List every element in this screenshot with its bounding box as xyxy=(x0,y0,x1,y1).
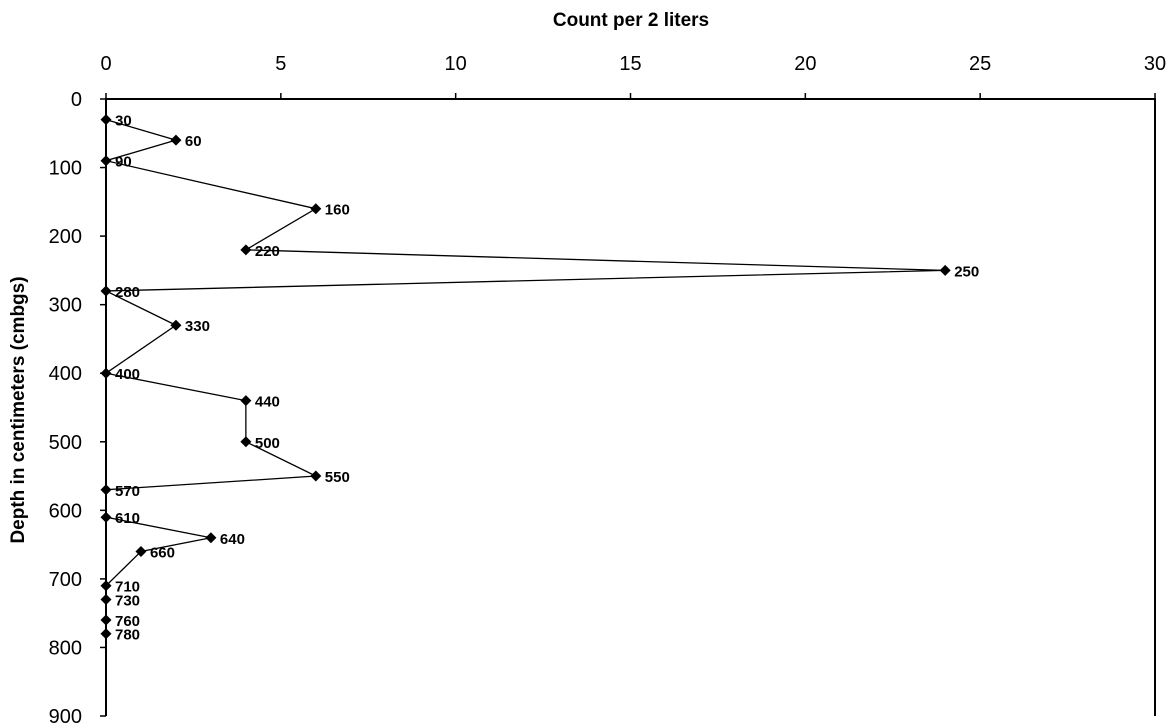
point-label-280: 280 xyxy=(115,284,140,301)
y-tick-label-900: 900 xyxy=(49,706,82,723)
point-marker-60 xyxy=(170,134,182,146)
x-tick-label-10: 10 xyxy=(445,53,467,75)
point-marker-780 xyxy=(100,628,112,640)
point-label-60: 60 xyxy=(185,133,202,150)
point-label-730: 730 xyxy=(115,592,140,609)
point-marker-280 xyxy=(100,285,112,297)
point-label-760: 760 xyxy=(115,613,140,630)
x-axis: 0 5 10 15 20 25 30 xyxy=(100,53,1166,99)
point-marker-160 xyxy=(310,203,322,215)
y-tick-label-500: 500 xyxy=(49,432,82,454)
point-label-660: 660 xyxy=(150,544,175,561)
point-label-500: 500 xyxy=(255,435,280,452)
y-tick-label-300: 300 xyxy=(49,295,82,317)
point-label-400: 400 xyxy=(115,366,140,383)
y-tick-label-700: 700 xyxy=(49,569,82,591)
point-label-640: 640 xyxy=(220,531,245,548)
point-marker-660 xyxy=(135,545,147,557)
point-marker-30 xyxy=(100,114,112,126)
point-marker-730 xyxy=(100,593,112,605)
x-tick-label-25: 25 xyxy=(969,53,991,75)
point-marker-500 xyxy=(240,436,252,448)
point-label-90: 90 xyxy=(115,154,132,171)
point-marker-570 xyxy=(100,484,112,496)
x-tick-label-20: 20 xyxy=(794,53,816,75)
point-label-550: 550 xyxy=(325,469,350,486)
point-marker-220 xyxy=(240,244,252,256)
point-marker-250 xyxy=(939,264,951,276)
y-tick-label-800: 800 xyxy=(49,637,82,659)
x-tick-label-15: 15 xyxy=(619,53,641,75)
point-marker-330 xyxy=(170,319,182,331)
y-tick-label-100: 100 xyxy=(49,158,82,180)
point-marker-610 xyxy=(100,511,112,523)
x-tick-label-30: 30 xyxy=(1144,53,1166,75)
point-label-330: 330 xyxy=(185,318,210,335)
y-tick-label-600: 600 xyxy=(49,500,82,522)
point-marker-710 xyxy=(100,580,112,592)
point-label-250: 250 xyxy=(954,263,979,280)
point-marker-440 xyxy=(240,395,252,407)
point-marker-640 xyxy=(205,532,217,544)
y-tick-label-400: 400 xyxy=(49,363,82,385)
point-label-710: 710 xyxy=(115,579,140,596)
x-axis-title: Count per 2 liters xyxy=(553,10,709,31)
y-axis-title: Depth in centimeters (cmbgs) xyxy=(8,276,29,543)
point-label-220: 220 xyxy=(255,243,280,260)
point-marker-400 xyxy=(100,367,112,379)
y-tick-label-200: 200 xyxy=(49,226,82,248)
point-marker-90 xyxy=(100,155,112,167)
point-label-160: 160 xyxy=(325,202,350,219)
point-label-570: 570 xyxy=(115,483,140,500)
series-count: 30 60 90 160 220 250 280 330 400 440 500 550 570 610 6… xyxy=(100,113,979,644)
point-label-30: 30 xyxy=(115,113,132,130)
y-axis: 0 100 200 300 400 500 600 700 800 900 xyxy=(49,89,106,723)
y-tick-label-0: 0 xyxy=(71,89,82,111)
x-tick-label-0: 0 xyxy=(100,53,111,75)
point-label-440: 440 xyxy=(255,394,280,411)
point-marker-550 xyxy=(310,470,322,482)
point-label-780: 780 xyxy=(115,627,140,644)
point-marker-760 xyxy=(100,614,112,626)
series-line xyxy=(103,118,946,634)
x-tick-label-5: 5 xyxy=(275,53,286,75)
point-label-610: 610 xyxy=(115,510,140,527)
